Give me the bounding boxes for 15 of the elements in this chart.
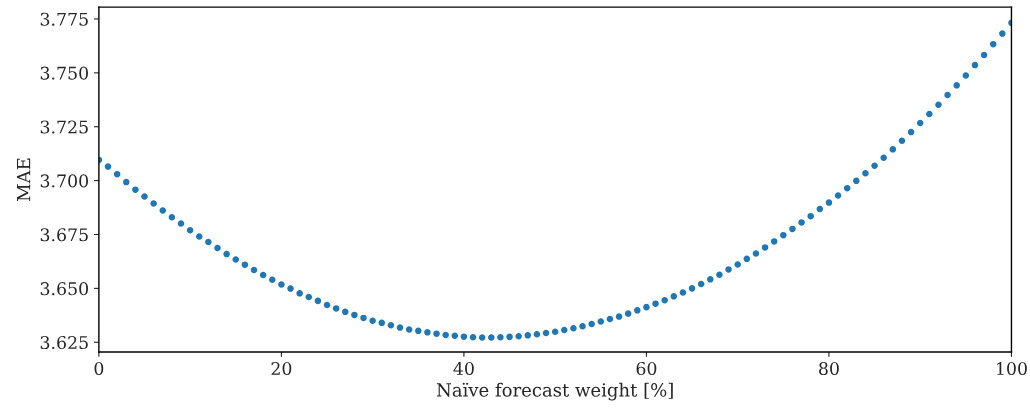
y-tick-label: 3.625 xyxy=(40,335,88,350)
y-tick-label: 3.750 xyxy=(40,66,88,80)
y-tick-label: 3.650 xyxy=(40,282,88,296)
y-axis-title: MAE xyxy=(16,158,31,201)
x-tick-label: 60 xyxy=(636,361,657,376)
x-tick-label: 20 xyxy=(271,361,292,376)
x-axis-title: Naïve forecast weight [%] xyxy=(436,382,673,401)
x-tick-label: 100 xyxy=(997,361,1027,376)
y-tick-label: 3.725 xyxy=(40,120,88,134)
y-tick-label: 3.775 xyxy=(40,12,88,26)
y-tick-label: 3.675 xyxy=(40,228,88,242)
y-tick-label: 3.700 xyxy=(40,174,88,188)
x-tick-label: 40 xyxy=(453,361,474,376)
x-tick-label: 0 xyxy=(94,361,104,376)
x-tick-label: 80 xyxy=(819,361,839,376)
